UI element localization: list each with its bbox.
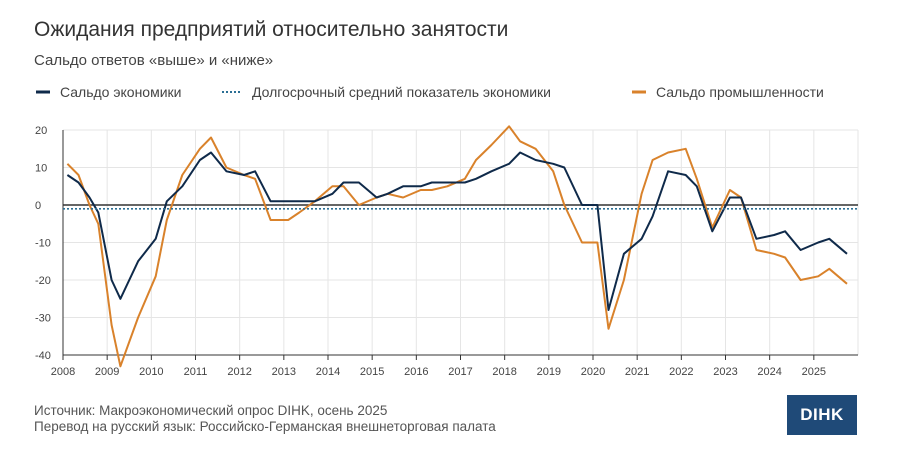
chart-subtitle: Сальдо ответов «выше» и «ниже» [34, 52, 274, 69]
x-tick-label: 2011 [184, 366, 208, 378]
legend-label-industry: Сальдо промышленности [656, 84, 824, 100]
x-tick-label: 2008 [51, 366, 75, 378]
x-tick-label: 2010 [139, 366, 163, 378]
legend-swatch-industry [632, 90, 646, 94]
x-tick-label: 2018 [492, 366, 516, 378]
source-line: Источник: Макроэкономический опрос DIHK,… [34, 403, 388, 418]
legend-item-economy: Сальдо экономики [36, 84, 181, 100]
x-tick-label: 2017 [448, 366, 472, 378]
legend-item-longterm: Долгосрочный средний показатель экономик… [222, 84, 551, 100]
series-line-industry [66, 125, 848, 368]
x-tick-label: 2014 [316, 366, 340, 378]
y-tick-label: -40 [35, 350, 51, 362]
x-tick-label: 2013 [272, 366, 296, 378]
legend-swatch-longterm [222, 91, 242, 93]
legend-swatch-economy [36, 90, 50, 94]
y-tick-label: 0 [35, 200, 41, 212]
legend-label-longterm: Долгосрочный средний показатель экономик… [252, 84, 552, 100]
y-tick-label: -30 [35, 313, 51, 325]
y-tick-label: 10 [35, 163, 47, 175]
legend-label-economy: Сальдо экономики [60, 84, 182, 100]
x-tick-label: 2015 [360, 366, 384, 378]
series-line-economy [66, 151, 848, 311]
legend-item-industry: Сальдо промышленности [632, 84, 824, 100]
x-tick-label: 2024 [757, 366, 781, 378]
translation-line: Перевод на русский язык: Российско-Герма… [34, 419, 496, 434]
x-tick-label: 2025 [802, 366, 826, 378]
y-tick-label: -20 [35, 275, 51, 287]
x-tick-label: 2012 [227, 366, 251, 378]
x-tick-label: 2009 [95, 366, 119, 378]
chart-title: Ожидания предприятий относительно занято… [34, 18, 509, 41]
x-tick-label: 2022 [669, 366, 693, 378]
y-tick-label: -10 [35, 238, 51, 250]
x-tick-label: 2021 [625, 366, 649, 378]
y-tick-label: 20 [35, 125, 47, 137]
dihk-logo: DIHK [787, 395, 857, 435]
x-tick-label: 2016 [404, 366, 428, 378]
x-tick-label: 2020 [581, 366, 605, 378]
x-tick-label: 2019 [537, 366, 561, 378]
x-tick-label: 2023 [713, 366, 737, 378]
logo-text: DIHK [800, 405, 844, 424]
